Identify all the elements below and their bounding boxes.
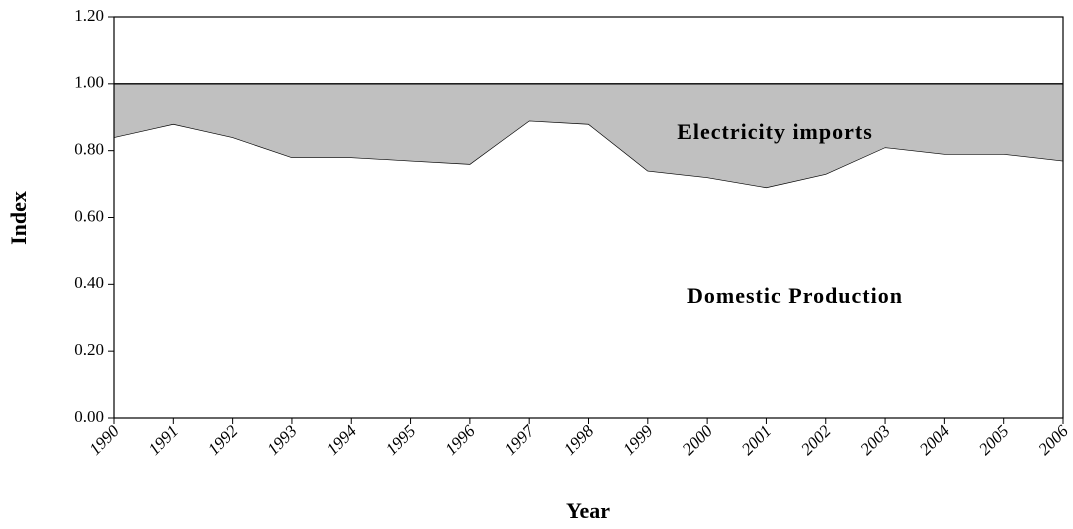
y-tick-label: 0.80 — [74, 140, 104, 159]
x-tick-label: 1990 — [85, 421, 123, 459]
y-axis-label: Index — [6, 191, 31, 245]
x-tick-label: 1992 — [204, 421, 242, 459]
series-label: Electricity imports — [677, 119, 873, 144]
y-tick-label: 0.60 — [74, 206, 104, 225]
y-tick-label: 0.20 — [74, 340, 104, 359]
x-tick-label: 1991 — [145, 421, 182, 458]
area — [114, 83, 1063, 188]
y-tick-label: 0.00 — [74, 407, 104, 426]
x-tick-label: 1994 — [323, 421, 361, 459]
x-tick-label: 2004 — [916, 421, 954, 459]
x-tick-label: 2000 — [678, 421, 716, 459]
x-tick-label: 1996 — [441, 421, 479, 459]
x-tick-label: 2001 — [738, 421, 775, 458]
x-tick-label: 1997 — [501, 420, 540, 459]
x-tick-label: 1995 — [382, 421, 419, 458]
x-tick-label: 1993 — [263, 421, 300, 458]
x-tick-label: 2002 — [797, 421, 835, 459]
y-tick-label: 1.20 — [74, 6, 104, 25]
x-tick-label: 1999 — [619, 421, 657, 459]
area — [114, 120, 1063, 418]
x-tick-label: 2003 — [856, 421, 893, 458]
x-tick-label: 1998 — [560, 421, 598, 459]
x-tick-label: 2006 — [1034, 421, 1072, 459]
x-tick-label: 2005 — [975, 421, 1012, 458]
series-label: Domestic Production — [687, 283, 903, 308]
y-tick-label: 1.00 — [74, 73, 104, 92]
x-axis-label: Year — [566, 498, 610, 523]
y-tick-label: 0.40 — [74, 273, 104, 292]
